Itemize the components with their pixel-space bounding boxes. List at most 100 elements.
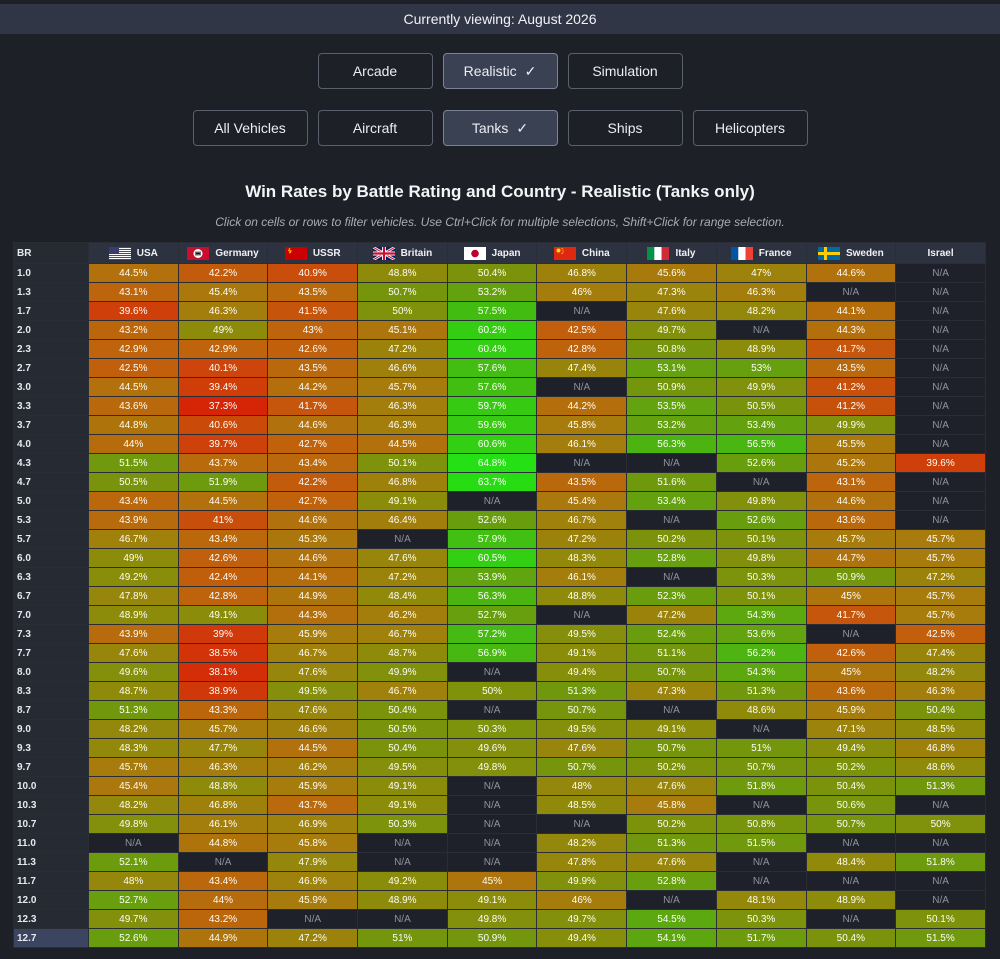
winrate-cell[interactable]: 47.2% [357, 567, 448, 587]
winrate-cell[interactable]: 45.7% [88, 757, 179, 777]
winrate-cell[interactable]: 51.3% [536, 681, 628, 701]
winrate-cell[interactable]: 49.2% [357, 871, 448, 891]
winrate-cell[interactable]: 53.5% [626, 396, 717, 416]
winrate-cell[interactable]: 49.1% [536, 643, 628, 663]
winrate-cell[interactable]: 46.7% [88, 529, 179, 549]
winrate-cell[interactable]: 51.8% [715, 776, 807, 796]
br-row-label[interactable]: 11.3 [13, 852, 89, 872]
winrate-cell[interactable]: 48.8% [177, 776, 269, 796]
winrate-cell[interactable]: 44.2% [267, 377, 359, 397]
winrate-cell[interactable]: 48.8% [357, 263, 448, 283]
br-row-label[interactable]: 11.0 [13, 833, 89, 853]
winrate-cell[interactable]: 44.6% [267, 415, 359, 435]
winrate-cell[interactable]: 57.2% [446, 624, 538, 644]
winrate-cell[interactable]: 43.7% [177, 453, 269, 473]
winrate-cell[interactable]: 52.6% [88, 928, 179, 948]
winrate-cell[interactable]: 50.4% [357, 738, 448, 758]
br-row-label[interactable]: 6.3 [13, 567, 89, 587]
winrate-cell[interactable]: 43.5% [805, 358, 897, 378]
winrate-cell[interactable]: 46.3% [357, 396, 448, 416]
winrate-cell[interactable]: 45% [446, 871, 538, 891]
winrate-cell[interactable]: 50.9% [805, 567, 897, 587]
winrate-cell[interactable]: 46.3% [895, 681, 986, 701]
winrate-cell[interactable]: N/A [895, 282, 986, 302]
br-row-label[interactable]: 6.7 [13, 586, 89, 606]
winrate-cell[interactable]: N/A [895, 301, 986, 321]
br-row-label[interactable]: 9.3 [13, 738, 89, 758]
br-row-label[interactable]: 4.7 [13, 472, 89, 492]
country-header-italy[interactable]: Italy [626, 242, 717, 264]
winrate-cell[interactable]: 42.5% [895, 624, 986, 644]
winrate-cell[interactable]: 54.5% [626, 909, 717, 929]
winrate-cell[interactable]: N/A [715, 320, 807, 340]
winrate-cell[interactable]: 53.9% [446, 567, 538, 587]
winrate-cell[interactable]: 50.4% [446, 263, 538, 283]
winrate-cell[interactable]: 52.6% [715, 453, 807, 473]
winrate-cell[interactable]: 45.7% [895, 605, 986, 625]
winrate-cell[interactable]: 51.3% [626, 833, 717, 853]
winrate-cell[interactable]: 42.6% [177, 548, 269, 568]
winrate-cell[interactable]: 49.6% [446, 738, 538, 758]
winrate-cell[interactable]: 44.3% [805, 320, 897, 340]
winrate-cell[interactable]: 57.5% [446, 301, 538, 321]
winrate-cell[interactable]: 44.6% [267, 510, 359, 530]
winrate-cell[interactable]: N/A [805, 624, 897, 644]
mode-realistic-button[interactable]: Realistic ✓ [442, 53, 558, 89]
winrate-cell[interactable]: 53% [715, 358, 807, 378]
winrate-cell[interactable]: 39.6% [88, 301, 179, 321]
mode-simulation-button[interactable]: Simulation [567, 53, 683, 89]
winrate-cell[interactable]: 48.7% [88, 681, 179, 701]
winrate-cell[interactable]: 50% [446, 681, 538, 701]
br-row-label[interactable]: 11.7 [13, 871, 89, 891]
winrate-cell[interactable]: 51.1% [626, 643, 717, 663]
winrate-cell[interactable]: 45.5% [805, 434, 897, 454]
winrate-cell[interactable]: 43.3% [177, 700, 269, 720]
winrate-cell[interactable]: 56.9% [446, 643, 538, 663]
winrate-cell[interactable]: 47.6% [536, 738, 628, 758]
winrate-cell[interactable]: 49.9% [357, 662, 448, 682]
winrate-cell[interactable]: 51.3% [88, 700, 179, 720]
winrate-cell[interactable]: 39.7% [177, 434, 269, 454]
winrate-cell[interactable]: 49% [88, 548, 179, 568]
table-row[interactable]: 9.3 48.3% 47.7% 44.5% 50.4% 49.6% 47.6% 50.7% 51… [13, 738, 986, 758]
winrate-cell[interactable]: 38.1% [177, 662, 269, 682]
winrate-cell[interactable]: 50.3% [715, 567, 807, 587]
winrate-cell[interactable]: 46.1% [177, 814, 269, 834]
country-header-japan[interactable]: Japan [446, 242, 538, 264]
winrate-cell[interactable]: 52.8% [626, 871, 717, 891]
winrate-cell[interactable]: 48.6% [895, 757, 986, 777]
winrate-cell[interactable]: 39% [177, 624, 269, 644]
winrate-cell[interactable]: 47.8% [536, 852, 628, 872]
winrate-cell[interactable]: 44.7% [805, 548, 897, 568]
winrate-cell[interactable]: 49.4% [805, 738, 897, 758]
winrate-cell[interactable]: 46% [536, 282, 628, 302]
br-row-label[interactable]: 8.7 [13, 700, 89, 720]
winrate-cell[interactable]: 51.5% [715, 833, 807, 853]
winrate-cell[interactable]: 44.5% [267, 738, 359, 758]
winrate-cell[interactable]: 43.9% [88, 510, 179, 530]
country-header-sweden[interactable]: Sweden [805, 242, 897, 264]
br-row-label[interactable]: 12.0 [13, 890, 89, 910]
table-row[interactable]: 12.0 52.7% 44% 45.9% 48.9% 49.1% 46% N/A 48.1% 48… [13, 890, 986, 910]
winrate-cell[interactable]: N/A [895, 320, 986, 340]
winrate-cell[interactable]: 44.9% [267, 586, 359, 606]
winrate-cell[interactable]: 42.9% [177, 339, 269, 359]
winrate-cell[interactable]: 50.2% [805, 757, 897, 777]
winrate-cell[interactable]: 46.8% [536, 263, 628, 283]
winrate-cell[interactable]: N/A [626, 510, 717, 530]
winrate-cell[interactable]: 47.1% [805, 719, 897, 739]
winrate-cell[interactable]: 50.7% [715, 757, 807, 777]
winrate-cell[interactable]: 56.3% [626, 434, 717, 454]
winrate-cell[interactable]: 45.4% [536, 491, 628, 511]
winrate-cell[interactable]: 46.1% [536, 567, 628, 587]
winrate-cell[interactable]: 50.3% [715, 909, 807, 929]
br-row-label[interactable]: 10.3 [13, 795, 89, 815]
winrate-cell[interactable]: N/A [267, 909, 359, 929]
table-row[interactable]: 3.7 44.8% 40.6% 44.6% 46.3% 59.6% 45.8% 53.2% 53… [13, 415, 986, 435]
winrate-cell[interactable]: 48.4% [357, 586, 448, 606]
winrate-cell[interactable]: 45.3% [267, 529, 359, 549]
winrate-cell[interactable]: 49.8% [88, 814, 179, 834]
winrate-cell[interactable]: 50.2% [626, 814, 717, 834]
br-row-label[interactable]: 10.0 [13, 776, 89, 796]
winrate-cell[interactable]: 39.6% [895, 453, 986, 473]
